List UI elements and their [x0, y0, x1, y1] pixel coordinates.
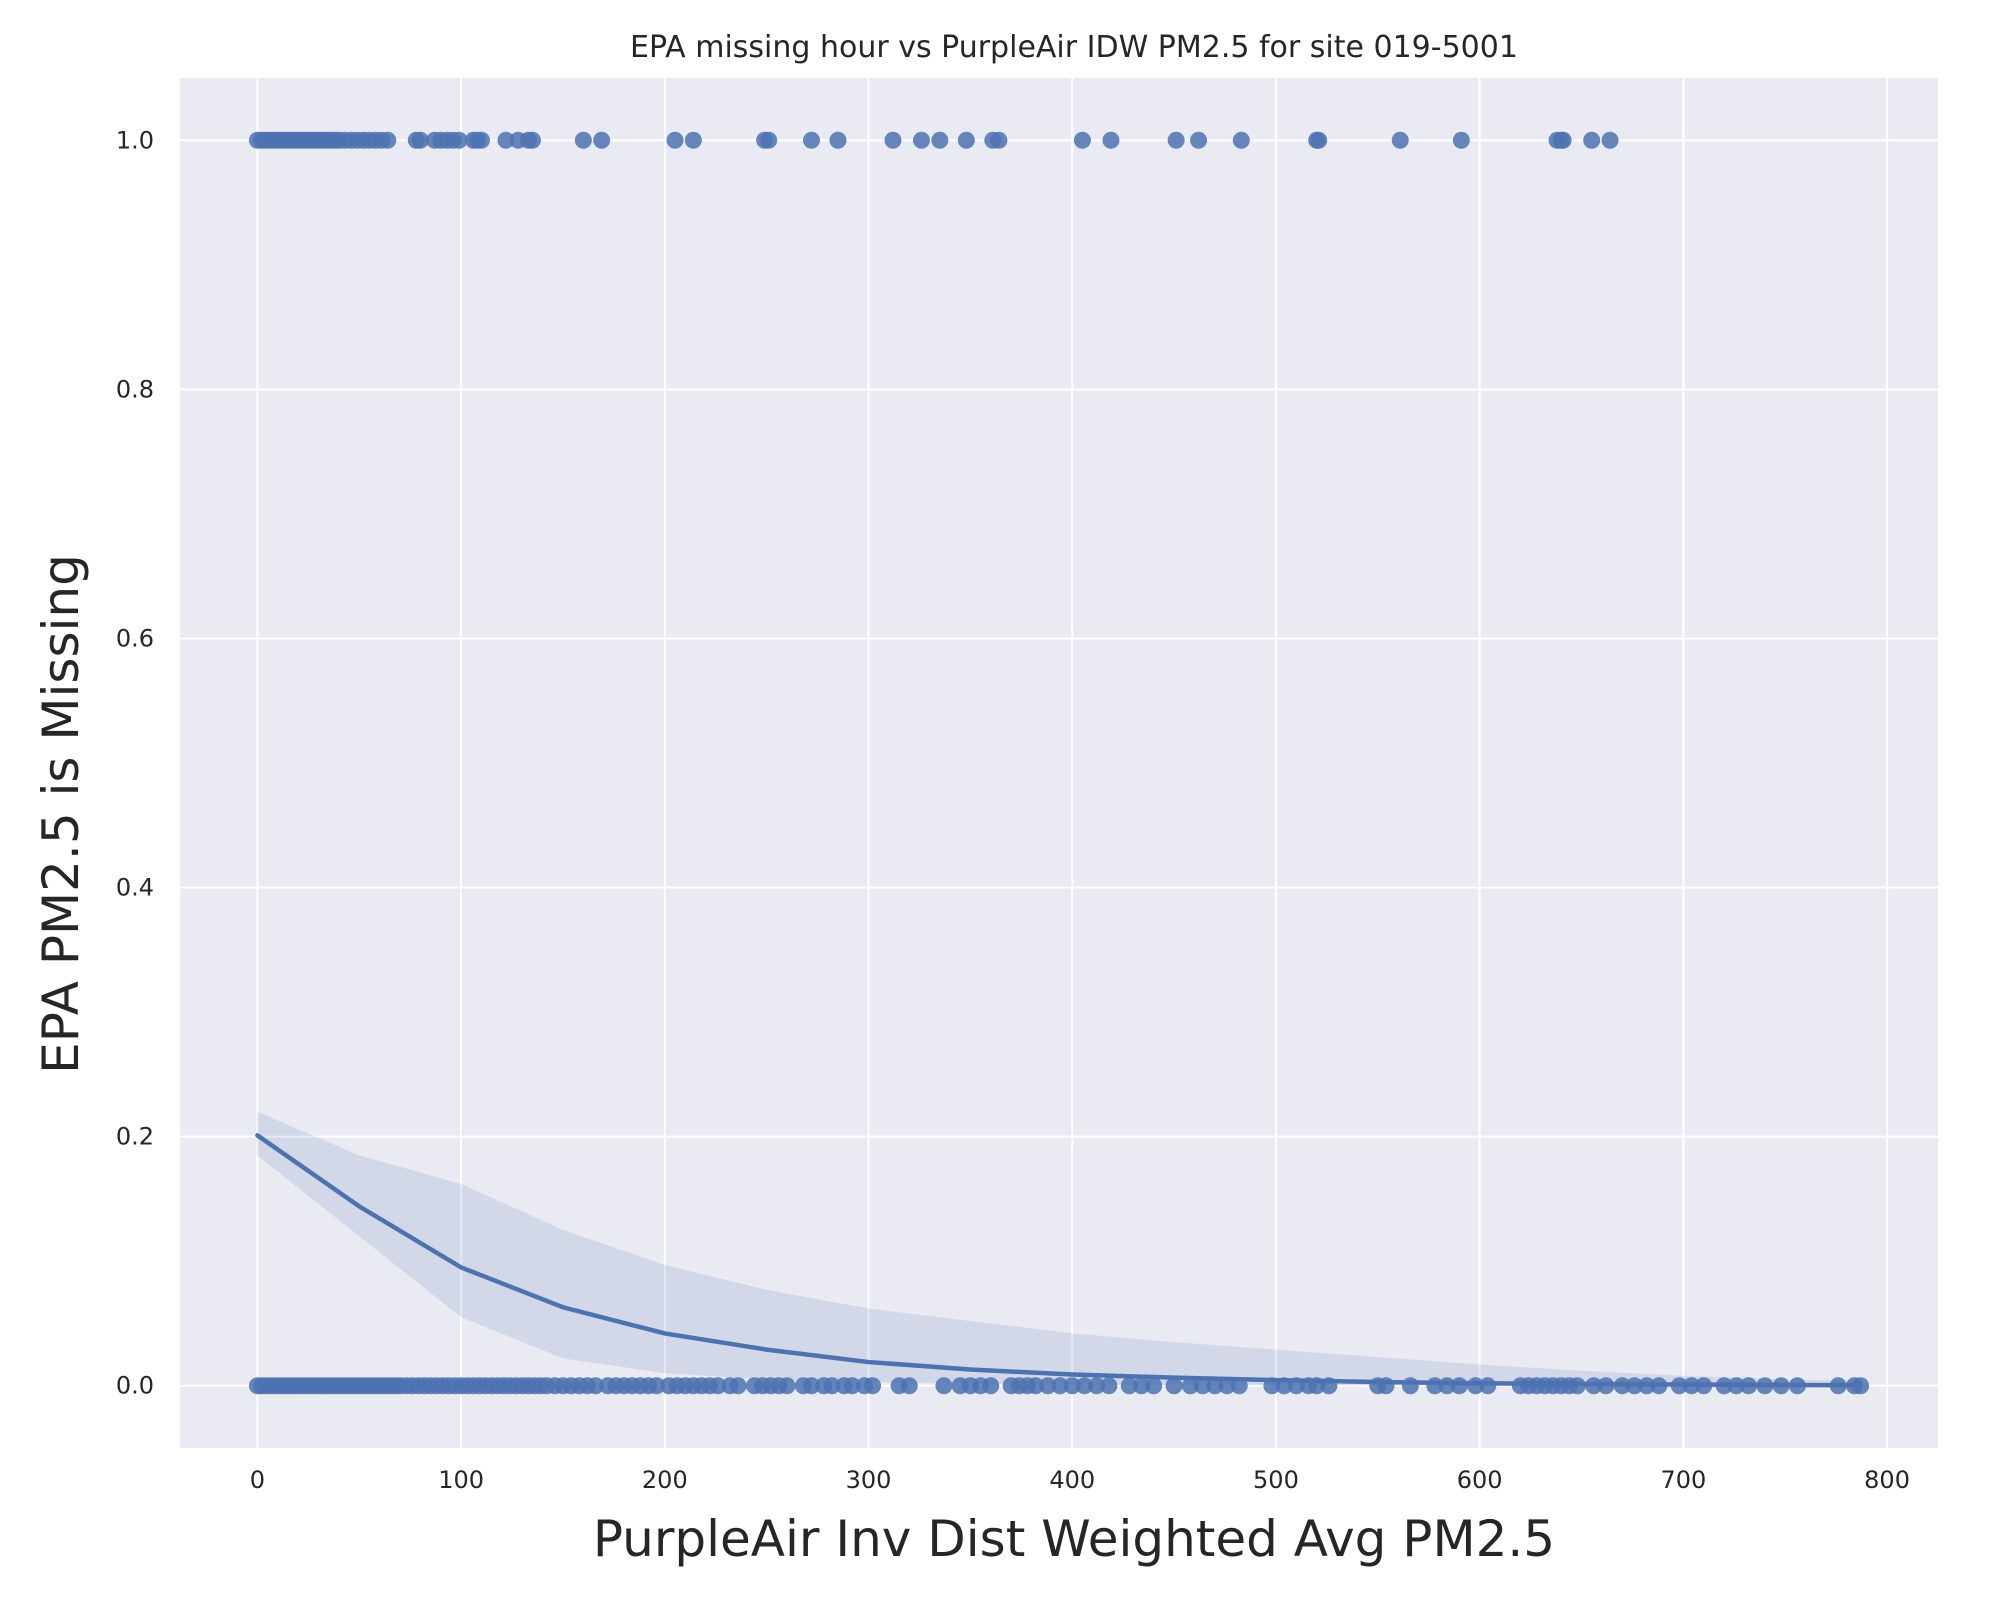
y-tick-label: 0.2: [116, 1123, 154, 1151]
data-point: [587, 1377, 605, 1395]
chart-title: EPA missing hour vs PurpleAir IDW PM2.5 …: [630, 30, 1518, 65]
data-point: [1583, 131, 1601, 149]
data-point: [472, 131, 490, 149]
data-point: [802, 1377, 820, 1395]
x-tick-label: 500: [1253, 1466, 1299, 1494]
x-tick-label: 300: [846, 1466, 892, 1494]
data-point: [593, 131, 611, 149]
confidence-band: [257, 1111, 1861, 1386]
fit-line: [255, 1133, 1863, 1388]
data-point: [1075, 1377, 1093, 1395]
x-tick-label: 600: [1457, 1466, 1503, 1494]
data-point: [666, 131, 684, 149]
data-point: [1120, 1377, 1138, 1395]
data-point: [709, 1377, 727, 1395]
data-point: [379, 131, 397, 149]
data-point: [1479, 1377, 1497, 1395]
data-point: [1601, 131, 1619, 149]
data-point: [1181, 1377, 1199, 1395]
data-point: [990, 131, 1008, 149]
x-tick-label: 800: [1864, 1466, 1910, 1494]
data-point: [1218, 1377, 1236, 1395]
x-tick-label: 200: [642, 1466, 688, 1494]
data-point: [1063, 1377, 1081, 1395]
data-point: [843, 1377, 861, 1395]
data-point: [1401, 1377, 1419, 1395]
data-point: [1554, 131, 1572, 149]
x-tick-label: 0: [250, 1466, 265, 1494]
data-point: [729, 1377, 747, 1395]
y-tick-label: 0.4: [116, 874, 154, 902]
data-point: [957, 131, 975, 149]
data-point: [574, 131, 592, 149]
data-point: [884, 131, 902, 149]
x-tick-label: 100: [438, 1466, 484, 1494]
data-point: [1039, 1377, 1057, 1395]
data-point: [1133, 1377, 1151, 1395]
data-point: [411, 131, 429, 149]
data-point: [497, 131, 515, 149]
x-axis-label: PurpleAir Inv Dist Weighted Avg PM2.5: [593, 1510, 1555, 1568]
data-point: [1167, 131, 1185, 149]
data-point: [1165, 1377, 1183, 1395]
data-point: [823, 1377, 841, 1395]
data-point: [648, 1377, 666, 1395]
data-point: [1194, 1377, 1212, 1395]
y-tick-labels: 0.0 0.2 0.4 0.6 0.8 1.0: [116, 126, 154, 1399]
data-point: [760, 131, 778, 149]
y-tick-label: 0.8: [116, 375, 154, 403]
data-point: [778, 1377, 796, 1395]
data-point: [1051, 1377, 1069, 1395]
grid-lines: [180, 78, 1938, 1448]
data-point: [1232, 131, 1250, 149]
x-tick-labels: 0 100 200 300 400 500 600 700 800: [250, 1466, 1910, 1494]
x-tick-label: 400: [1049, 1466, 1095, 1494]
data-points: [248, 131, 1870, 1395]
data-point: [1310, 131, 1328, 149]
data-point: [982, 1377, 1000, 1395]
y-tick-label: 0.0: [116, 1372, 154, 1400]
data-point: [1102, 131, 1120, 149]
data-point: [1206, 1377, 1224, 1395]
data-point: [931, 131, 949, 149]
data-point: [1145, 1377, 1163, 1395]
y-tick-label: 1.0: [116, 126, 154, 154]
data-point: [1073, 131, 1091, 149]
data-point: [1027, 1377, 1045, 1395]
data-point: [912, 131, 930, 149]
data-point: [1391, 131, 1409, 149]
data-point: [523, 131, 541, 149]
data-point: [450, 131, 468, 149]
data-point: [802, 131, 820, 149]
data-point: [1190, 131, 1208, 149]
data-point: [829, 131, 847, 149]
y-tick-label: 0.6: [116, 624, 154, 652]
data-point: [935, 1377, 953, 1395]
data-point: [684, 131, 702, 149]
fit-line-path: [255, 1133, 1863, 1388]
data-point: [1450, 1377, 1468, 1395]
data-point: [1100, 1377, 1118, 1395]
data-point: [900, 1377, 918, 1395]
y-axis-label: EPA PM2.5 is Missing: [32, 554, 90, 1074]
data-point: [1088, 1377, 1106, 1395]
plot-area: [180, 78, 1938, 1448]
data-point: [864, 1377, 882, 1395]
x-tick-label: 700: [1660, 1466, 1706, 1494]
confidence-band-area: [257, 1111, 1861, 1386]
data-point: [1452, 131, 1470, 149]
